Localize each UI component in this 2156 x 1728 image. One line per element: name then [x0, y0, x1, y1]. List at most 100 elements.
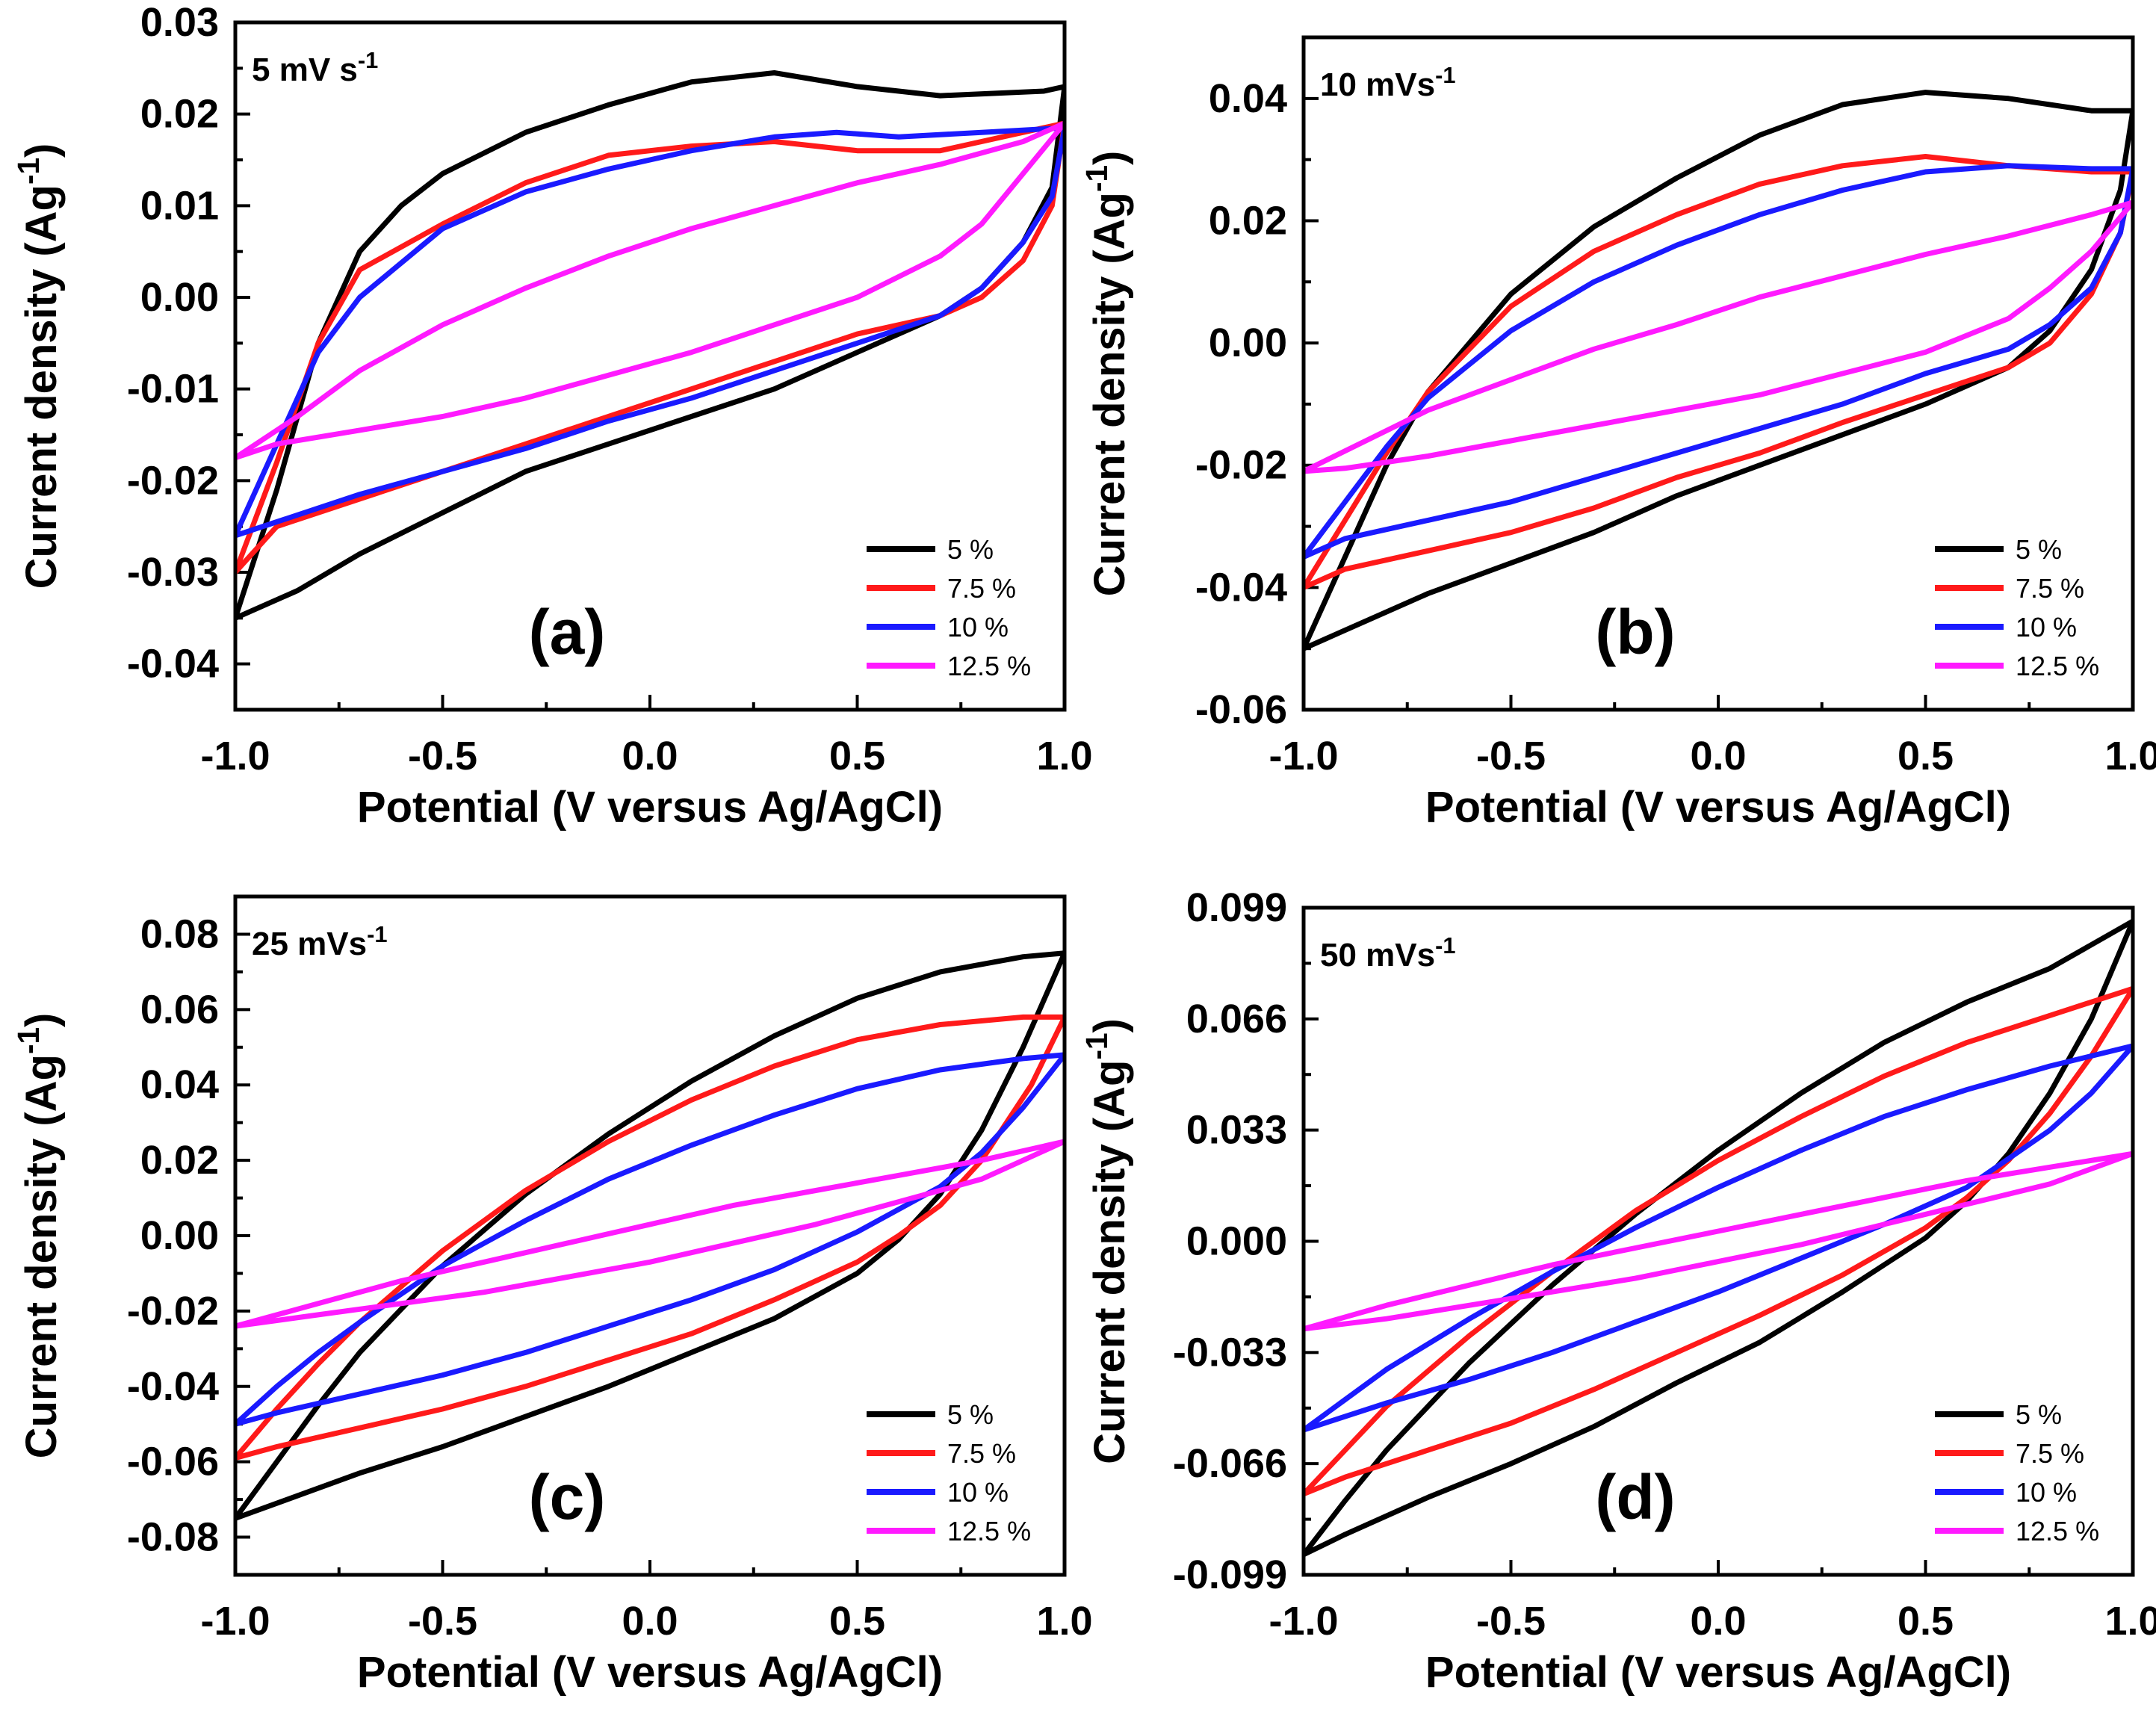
series-line-3: [1304, 163, 2133, 560]
y-tick-label: 0.099: [1186, 885, 1287, 930]
legend-entry: 10 %: [947, 612, 1009, 642]
plot-frame: [233, 20, 1067, 712]
y-tick-label: 0.00: [140, 1213, 219, 1258]
legend-entry: 12.5 %: [2016, 651, 2099, 681]
legend-entry: 7.5 %: [947, 573, 1016, 604]
y-tick-label: 0.02: [140, 1138, 219, 1183]
y-tick-label: -0.066: [1173, 1441, 1287, 1486]
y-tick-label: 0.02: [1209, 198, 1287, 243]
x-tick-label: 0.5: [1898, 1599, 1954, 1644]
series-line-3: [235, 125, 1065, 539]
panel-label: (a): [529, 597, 606, 667]
y-tick-label: -0.099: [1173, 1552, 1287, 1597]
x-tick-label: -1.0: [200, 734, 270, 778]
legend-entry: 5 %: [947, 534, 994, 565]
x-tick-label: 0.0: [622, 1599, 678, 1644]
x-tick-label: -1.0: [200, 1599, 270, 1644]
y-tick-label: 0.08: [140, 911, 219, 956]
scan-rate-label: 5 mV s-1: [252, 47, 378, 89]
x-axis-label: Potential (V versus Ag/AgCl): [1425, 1648, 2011, 1697]
x-tick-label: 0.5: [1898, 734, 1954, 778]
legend-entry: 5 %: [947, 1399, 994, 1430]
x-axis-label: Potential (V versus Ag/AgCl): [357, 1648, 943, 1697]
y-tick-label: 0.03: [140, 0, 219, 45]
panel-label: (b): [1595, 597, 1675, 667]
y-tick-label: 0.033: [1186, 1108, 1287, 1153]
legend-entry: 10 %: [947, 1477, 1009, 1508]
series-line-1: [1304, 918, 2133, 1558]
x-tick-label: 0.0: [1690, 1599, 1746, 1644]
plot-area: [235, 70, 1065, 621]
plot-frame: [1301, 35, 2135, 712]
legend-entry: 5 %: [2016, 1399, 2062, 1430]
y-tick-label: -0.01: [127, 367, 219, 412]
plot-frame: [233, 894, 1067, 1577]
chart-panel-1: -1.0 -0.5 0.0 0.5 1.0 0.03 0.02 0.01 0.00 -0.01 -0…: [11, 0, 1093, 832]
y-tick-label: 0.00: [140, 275, 219, 320]
series-line-1: [235, 950, 1065, 1521]
legend-entry: 12.5 %: [2016, 1516, 2099, 1546]
y-tick-label: -0.02: [127, 1289, 219, 1334]
x-tick-label: 0.0: [1690, 734, 1746, 778]
plot-area: [1304, 90, 2133, 651]
y-axis-label: Current density (Ag-1): [1079, 1018, 1134, 1464]
plot-frame: [1301, 905, 2135, 1577]
scan-rate-label: 50 mVs-1: [1320, 932, 1456, 974]
chart-panel-4: -1.0 -0.5 0.0 0.5 1.0 0.099 0.066 0.033 0.000 -0.…: [1079, 885, 2156, 1697]
y-tick-label: 0.06: [140, 987, 219, 1032]
y-tick-label: -0.03: [127, 550, 219, 595]
legend-entry: 7.5 %: [947, 1438, 1016, 1469]
x-tick-label: 1.0: [1036, 734, 1092, 778]
x-tick-label: -0.5: [1476, 1599, 1546, 1644]
y-tick-label: 0.04: [140, 1062, 219, 1107]
x-tick-label: 1.0: [2104, 1599, 2156, 1644]
x-tick-label: -1.0: [1268, 1599, 1338, 1644]
y-tick-label: -0.04: [127, 642, 219, 687]
y-tick-label: -0.033: [1173, 1330, 1287, 1375]
x-axis-label: Potential (V versus Ag/AgCl): [1425, 783, 2011, 832]
x-tick-label: -0.5: [408, 1599, 477, 1644]
legend-entry: 5 %: [2016, 534, 2062, 565]
series-line-2: [235, 1014, 1065, 1461]
y-tick-label: 0.01: [140, 183, 219, 228]
legend-entry: 10 %: [2016, 1477, 2077, 1508]
x-axis-label: Potential (V versus Ag/AgCl): [357, 783, 943, 832]
x-tick-label: 0.0: [622, 734, 678, 778]
y-axis-label: Current density (Ag-1): [11, 143, 66, 589]
y-axis-label: Current density (Ag-1): [1079, 151, 1134, 597]
plot-area: [235, 950, 1065, 1521]
y-tick-label: -0.04: [1195, 565, 1287, 610]
legend-entry: 12.5 %: [947, 1516, 1031, 1546]
y-tick-label: -0.04: [127, 1364, 219, 1409]
panel-label: (d): [1595, 1462, 1675, 1532]
series-line-1: [235, 70, 1065, 621]
x-tick-label: -0.5: [1476, 734, 1546, 778]
series-line-3: [1304, 1043, 2133, 1433]
chart-panel-2: -1.0 -0.5 0.0 0.5 1.0 0.04 0.02 0.00 -0.02 -0.04 -…: [1079, 35, 2156, 832]
x-tick-label: 0.5: [829, 1599, 885, 1644]
series-line-2: [1304, 985, 2133, 1497]
series-line-3: [235, 1052, 1065, 1427]
y-tick-label: 0.00: [1209, 320, 1287, 365]
y-tick-label: -0.02: [127, 458, 219, 503]
y-tick-label: -0.02: [1195, 443, 1287, 488]
series-line-4: [235, 1139, 1065, 1329]
x-tick-label: 1.0: [1036, 1599, 1092, 1644]
series-line-4: [1304, 199, 2133, 474]
series-line-1: [1304, 90, 2133, 651]
y-tick-label: 0.02: [140, 92, 219, 137]
scan-rate-label: 25 mVs-1: [252, 921, 388, 963]
legend-entry: 12.5 %: [947, 651, 1031, 681]
y-tick-label: 0.066: [1186, 997, 1287, 1041]
y-tick-label: 0.04: [1209, 76, 1287, 121]
x-tick-label: 1.0: [2104, 734, 2156, 778]
x-tick-label: -0.5: [408, 734, 477, 778]
legend-entry: 7.5 %: [2016, 573, 2084, 604]
series-line-4: [235, 120, 1065, 461]
x-tick-label: 0.5: [829, 734, 885, 778]
x-tick-label: -1.0: [1268, 734, 1338, 778]
series-line-4: [1304, 1151, 2133, 1332]
legend-entry: 7.5 %: [2016, 1438, 2084, 1469]
y-tick-label: 0.000: [1186, 1219, 1287, 1264]
